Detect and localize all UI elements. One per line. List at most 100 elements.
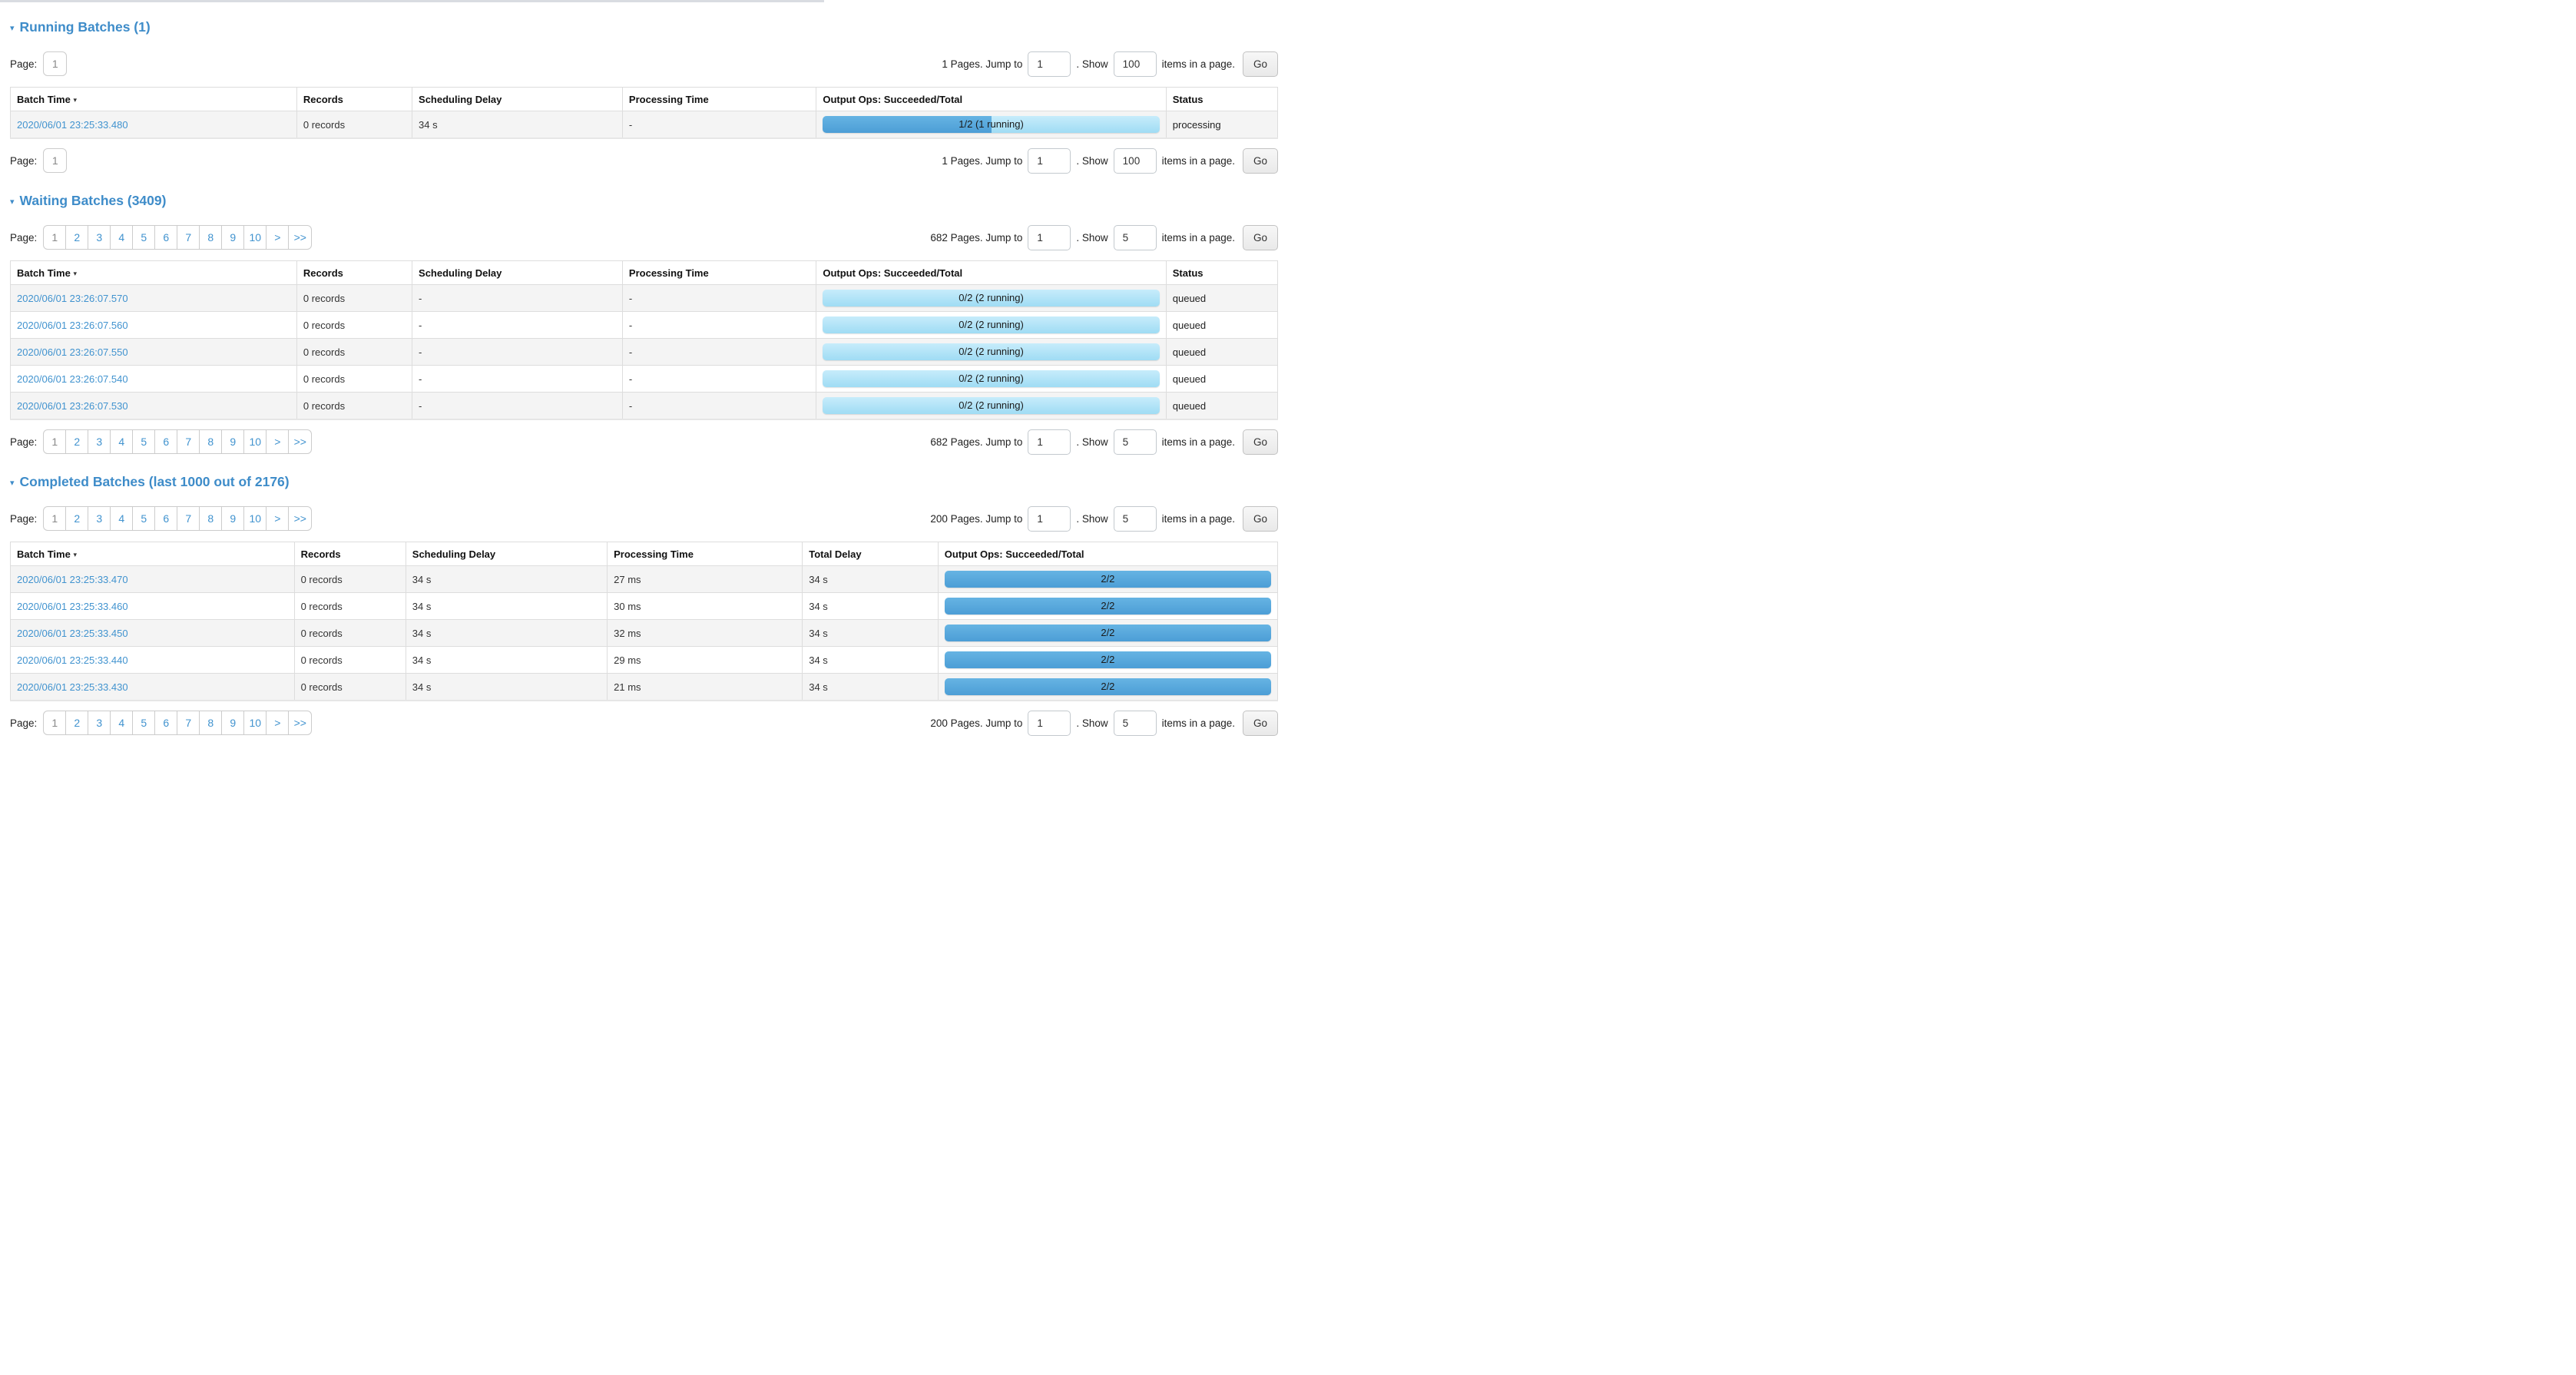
page-button[interactable]: 2 <box>66 711 89 734</box>
jump-to-page-input[interactable] <box>1028 505 1071 532</box>
header-records[interactable]: Records <box>293 542 406 566</box>
header-output-ops[interactable]: Output Ops: Succeeded/Total <box>816 87 1167 111</box>
go-button[interactable]: Go <box>1242 51 1278 77</box>
header-batch-time[interactable]: Batch Time ▾ <box>10 260 297 285</box>
page-button[interactable]: 1 <box>44 711 67 734</box>
page-button[interactable]: 8 <box>200 711 223 734</box>
items-per-page-input[interactable] <box>1113 429 1157 455</box>
page-button[interactable]: 8 <box>200 507 223 530</box>
page-button[interactable]: 5 <box>133 430 156 453</box>
page-button[interactable]: 8 <box>200 226 223 249</box>
page-button[interactable]: 1 <box>51 154 58 167</box>
page-button[interactable]: 4 <box>111 430 134 453</box>
page-button[interactable]: 3 <box>88 430 111 453</box>
page-button[interactable]: 3 <box>88 711 111 734</box>
header-batch-time[interactable]: Batch Time ▾ <box>10 87 297 111</box>
page-button[interactable]: 5 <box>133 226 156 249</box>
go-button[interactable]: Go <box>1242 224 1278 250</box>
jump-to-page-input[interactable] <box>1028 224 1071 250</box>
header-output-ops[interactable]: Output Ops: Succeeded/Total <box>937 542 1279 566</box>
items-per-page-input[interactable] <box>1113 710 1157 736</box>
batch-time-link[interactable]: 2020/06/01 23:25:33.440 <box>17 654 128 666</box>
go-button[interactable]: Go <box>1242 505 1278 532</box>
batch-time-link[interactable]: 2020/06/01 23:26:07.530 <box>17 399 128 412</box>
go-button[interactable]: Go <box>1242 710 1278 736</box>
page-button[interactable]: 1 <box>44 507 67 530</box>
page-button[interactable]: 10 <box>244 430 267 453</box>
batch-time-link[interactable]: 2020/06/01 23:25:33.450 <box>17 627 128 639</box>
batch-time-link[interactable]: 2020/06/01 23:26:07.540 <box>17 373 128 385</box>
page-button[interactable]: > <box>267 430 290 453</box>
page-button[interactable]: >> <box>293 231 306 244</box>
page-button[interactable]: 2 <box>66 507 89 530</box>
header-records[interactable]: Records <box>296 260 413 285</box>
page-button[interactable]: 3 <box>88 226 111 249</box>
header-records[interactable]: Records <box>296 87 413 111</box>
page-button[interactable]: 9 <box>222 507 245 530</box>
page-button[interactable]: 6 <box>155 507 178 530</box>
page-button[interactable]: 6 <box>155 430 178 453</box>
page-button[interactable]: 9 <box>222 711 245 734</box>
page-button[interactable]: 4 <box>111 711 134 734</box>
page-button[interactable]: 6 <box>155 711 178 734</box>
page-button[interactable]: 4 <box>111 507 134 530</box>
batch-time-link[interactable]: 2020/06/01 23:26:07.560 <box>17 319 128 331</box>
header-processing-time[interactable]: Processing Time <box>621 260 817 285</box>
header-output-ops[interactable]: Output Ops: Succeeded/Total <box>816 260 1167 285</box>
batch-time-link[interactable]: 2020/06/01 23:26:07.550 <box>17 346 128 358</box>
page-button[interactable]: 7 <box>177 430 200 453</box>
page-button[interactable]: 1 <box>51 58 58 70</box>
completed-batches-section-toggle[interactable]: ▾ Completed Batches (last 1000 out of 21… <box>10 474 290 490</box>
page-button[interactable]: 10 <box>244 711 267 734</box>
page-button[interactable]: 10 <box>244 226 267 249</box>
batch-time-link[interactable]: 2020/06/01 23:25:33.460 <box>17 600 128 612</box>
items-per-page-input[interactable] <box>1113 147 1157 174</box>
page-button[interactable]: 4 <box>111 226 134 249</box>
batch-time-link[interactable]: 2020/06/01 23:25:33.470 <box>17 573 128 585</box>
go-button[interactable]: Go <box>1242 429 1278 455</box>
header-total-delay[interactable]: Total Delay <box>802 542 939 566</box>
page-button[interactable]: >> <box>293 512 306 525</box>
page-button[interactable]: >> <box>293 717 306 729</box>
header-scheduling-delay[interactable]: Scheduling Delay <box>412 87 623 111</box>
batch-time-link[interactable]: 2020/06/01 23:25:33.480 <box>17 118 128 131</box>
page-button[interactable]: >> <box>293 436 306 448</box>
page-button[interactable]: 1 <box>44 430 67 453</box>
header-scheduling-delay[interactable]: Scheduling Delay <box>405 542 608 566</box>
page-button[interactable]: 5 <box>133 711 156 734</box>
batch-time-link[interactable]: 2020/06/01 23:25:33.430 <box>17 681 128 693</box>
items-per-page-input[interactable] <box>1113 51 1157 77</box>
page-button[interactable]: 3 <box>88 507 111 530</box>
page-button[interactable]: 5 <box>133 507 156 530</box>
items-per-page-input[interactable] <box>1113 505 1157 532</box>
waiting-batches-section-toggle[interactable]: ▾ Waiting Batches (3409) <box>10 193 166 209</box>
jump-to-page-input[interactable] <box>1028 710 1071 736</box>
page-button[interactable]: > <box>267 507 290 530</box>
header-processing-time[interactable]: Processing Time <box>621 87 817 111</box>
page-button[interactable]: 1 <box>44 226 67 249</box>
page-button[interactable]: 10 <box>244 507 267 530</box>
page-button[interactable]: > <box>267 226 290 249</box>
jump-to-page-input[interactable] <box>1028 147 1071 174</box>
header-status[interactable]: Status <box>1165 260 1279 285</box>
header-scheduling-delay[interactable]: Scheduling Delay <box>412 260 623 285</box>
page-button[interactable]: 9 <box>222 226 245 249</box>
header-batch-time[interactable]: Batch Time ▾ <box>10 542 295 566</box>
page-button[interactable]: 9 <box>222 430 245 453</box>
page-button[interactable]: 7 <box>177 711 200 734</box>
jump-to-page-input[interactable] <box>1028 51 1071 77</box>
page-button[interactable]: 2 <box>66 430 89 453</box>
items-per-page-input[interactable] <box>1113 224 1157 250</box>
page-button[interactable]: > <box>267 711 290 734</box>
page-button[interactable]: 2 <box>66 226 89 249</box>
jump-to-page-input[interactable] <box>1028 429 1071 455</box>
header-processing-time[interactable]: Processing Time <box>607 542 803 566</box>
go-button[interactable]: Go <box>1242 147 1278 174</box>
header-status[interactable]: Status <box>1165 87 1279 111</box>
running-batches-section-toggle[interactable]: ▾ Running Batches (1) <box>10 19 151 35</box>
page-button[interactable]: 6 <box>155 226 178 249</box>
page-button[interactable]: 8 <box>200 430 223 453</box>
batch-time-link[interactable]: 2020/06/01 23:26:07.570 <box>17 292 128 304</box>
page-button[interactable]: 7 <box>177 226 200 249</box>
page-button[interactable]: 7 <box>177 507 200 530</box>
